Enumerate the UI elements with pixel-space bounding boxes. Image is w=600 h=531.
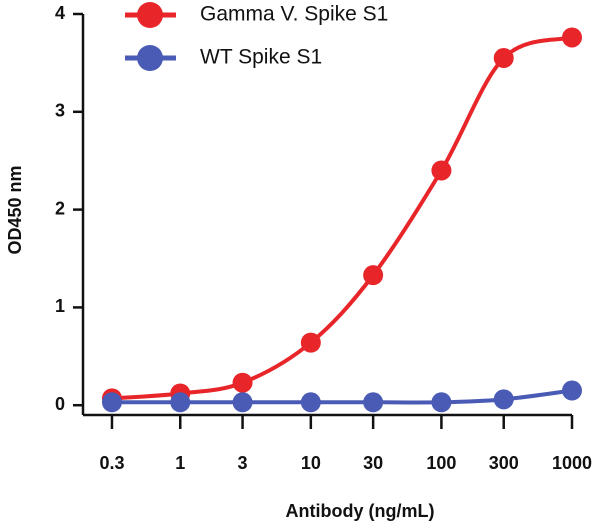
- data-point: [300, 392, 321, 413]
- data-point: [101, 392, 122, 413]
- y-tick-label: 1: [55, 296, 65, 316]
- data-point: [363, 392, 384, 413]
- x-tick-label: 100: [426, 453, 456, 473]
- x-tick-label: 3: [238, 453, 248, 473]
- x-axis-label: Antibody (ng/mL): [286, 501, 435, 521]
- series-line: [111, 35, 573, 401]
- legend-label: WT Spike S1: [200, 46, 322, 69]
- x-tick-label: 0.3: [99, 453, 124, 473]
- data-point: [300, 332, 321, 353]
- legend-label: Gamma V. Spike S1: [200, 3, 388, 26]
- data-point: [232, 372, 253, 393]
- y-axis-label: OD450 nm: [5, 165, 25, 254]
- data-point: [562, 380, 582, 401]
- legend-marker: [137, 45, 163, 71]
- y-tick-label: 3: [55, 101, 65, 121]
- data-point: [562, 27, 582, 48]
- x-tick-label: 30: [363, 453, 383, 473]
- data-point: [431, 392, 452, 413]
- data-point: [170, 392, 191, 413]
- data-point: [363, 265, 384, 286]
- data-point: [493, 48, 514, 69]
- data-point: [431, 160, 452, 181]
- data-point: [232, 392, 253, 413]
- y-tick-label: 2: [55, 198, 65, 218]
- x-tick-label: 1000: [552, 453, 592, 473]
- legend-marker: [137, 2, 163, 28]
- data-point: [493, 389, 514, 410]
- x-tick-label: 10: [301, 453, 321, 473]
- x-tick-label: 300: [489, 453, 519, 473]
- y-tick-label: 0: [55, 394, 65, 414]
- y-tick-label: 4: [55, 3, 65, 23]
- x-tick-label: 1: [175, 453, 185, 473]
